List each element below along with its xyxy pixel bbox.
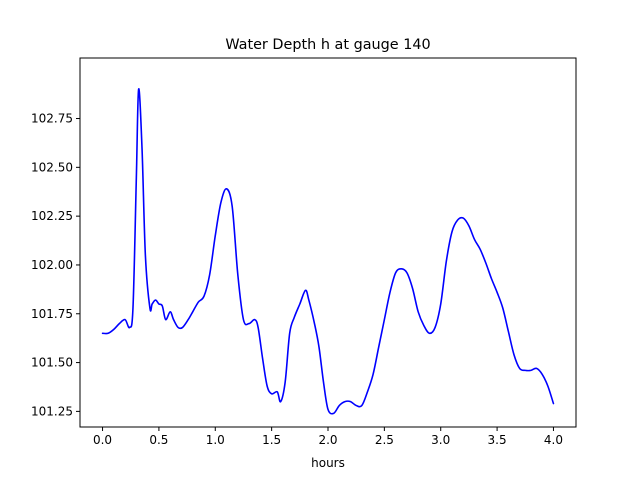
x-tick-label: 2.0: [318, 433, 337, 447]
x-tick-label: 3.5: [488, 433, 507, 447]
y-axis: 101.25 101.50 101.75 102.00 102.25 102.50 102.…: [31, 112, 80, 418]
y-tick-label: 101.75: [31, 307, 73, 321]
series-layer: [101, 88, 555, 415]
y-tick-label: 101.25: [31, 404, 73, 418]
x-tick-label: 0.0: [93, 433, 112, 447]
plot-area: [80, 58, 576, 427]
series-line: [101, 88, 555, 415]
y-tick-label: 102.75: [31, 112, 73, 126]
y-tick-label: 102.00: [31, 258, 73, 272]
x-tick-label: 0.5: [149, 433, 168, 447]
x-tick-label: 1.0: [206, 433, 225, 447]
x-tick-label: 3.0: [431, 433, 450, 447]
y-tick-label: 101.50: [31, 356, 73, 370]
y-tick-label: 102.50: [31, 160, 73, 174]
x-tick-label: 2.5: [375, 433, 394, 447]
x-axis-label: hours: [311, 456, 345, 470]
x-axis: 0.0 0.5 1.0 1.5 2.0 2.5 3.0 3.5 4.0: [93, 427, 563, 447]
chart-title: Water Depth h at gauge 140: [225, 37, 430, 53]
y-tick-label: 102.25: [31, 209, 73, 223]
x-tick-label: 4.0: [544, 433, 563, 447]
x-tick-label: 1.5: [262, 433, 281, 447]
